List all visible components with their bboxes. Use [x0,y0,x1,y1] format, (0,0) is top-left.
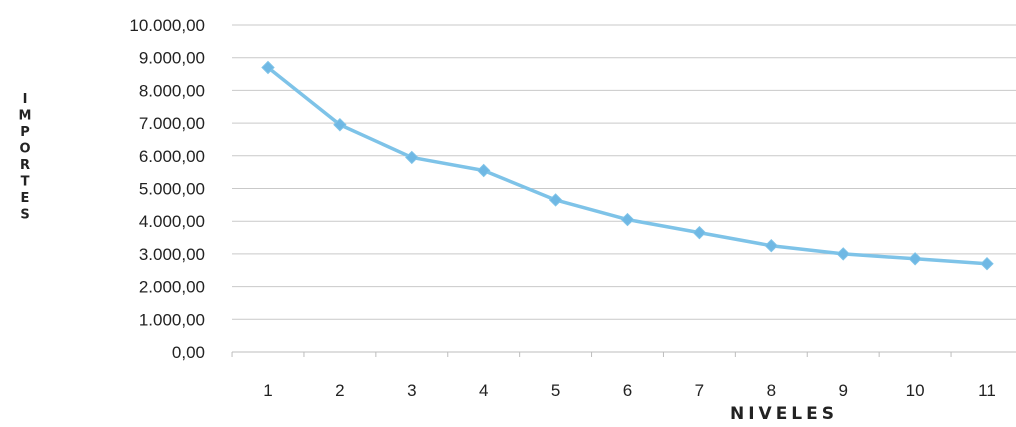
data-point [836,247,850,261]
x-tick-label: 9 [838,381,847,400]
x-tick-label: 8 [767,381,776,400]
y-tick-label: 1.000,00 [139,310,205,329]
data-point [980,257,994,271]
y-tick-label: 4.000,00 [139,212,205,231]
y-tick-labels: 0,00 1.000,00 2.000,00 3.000,00 4.000,00 5.00… [129,16,205,362]
data-point [476,163,491,178]
y-tick-label: 3.000,00 [139,245,205,264]
x-tick-label: 10 [906,381,925,400]
x-tick-label: 7 [695,381,704,400]
data-point [692,225,707,240]
x-tick-labels: 1 2 3 4 5 6 7 8 9 10 11 [263,381,996,400]
y-axis-title-letter: I [23,92,28,107]
series-line [266,66,988,266]
y-tick-label: 6.000,00 [139,147,205,166]
y-axis-title-letter: T [21,175,30,190]
y-tick-label: 9.000,00 [139,49,205,68]
data-point [764,239,779,253]
y-tick-label: 5.000,00 [139,180,205,199]
x-tick-label: 11 [978,381,996,400]
y-tick-label: 10.000,00 [129,16,205,35]
y-tick-label: 8.000,00 [139,81,205,100]
series-group [261,60,994,271]
y-axis-title-letter: S [20,208,29,223]
y-axis-title-letter: E [21,191,30,206]
gridlines [231,24,1016,357]
data-point [548,193,563,207]
data-point [333,118,347,132]
x-tick-label: 2 [335,381,344,400]
y-axis-title-letter: P [20,125,30,140]
data-point [405,150,419,165]
data-point [261,60,275,75]
data-point [620,212,635,227]
x-tick-label: 1 [263,381,272,400]
data-point [908,252,922,266]
x-tick-label: 4 [479,381,488,400]
y-axis-title-letter: R [20,158,30,173]
y-axis-title-letter: M [19,109,32,124]
y-tick-label: 2.000,00 [139,278,205,297]
y-tick-label: 7.000,00 [139,114,205,133]
y-tick-label: 0,00 [172,343,205,362]
x-axis-title: NIVELES [730,404,838,424]
y-axis-title-letter: O [19,142,30,157]
x-tick-label: 3 [407,381,416,400]
x-tick-label: 6 [623,381,632,400]
x-tick-label: 5 [551,381,560,400]
